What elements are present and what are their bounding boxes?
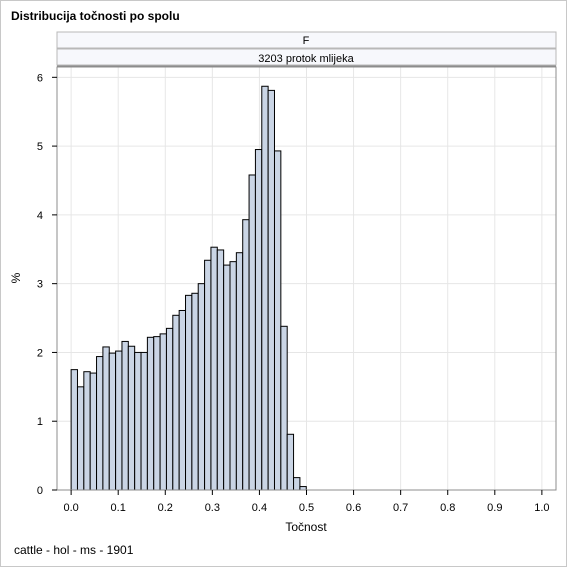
- histogram-bar: [102, 346, 110, 491]
- histogram-bar: [216, 249, 225, 491]
- histogram-bar: [127, 345, 136, 491]
- y-tick-label: 4: [37, 210, 43, 222]
- panel-header-trait-label: 3203 protok mlijeka: [258, 53, 354, 65]
- histogram-bar: [178, 309, 187, 491]
- histogram-bar: [204, 259, 212, 491]
- histogram-bar: [83, 371, 91, 491]
- y-axis: 0 1 2 3 4 5 6: [37, 72, 57, 497]
- histogram-bars: [70, 85, 307, 491]
- y-tick-label: 2: [37, 347, 43, 359]
- x-tick-label: 0.9: [487, 502, 502, 514]
- panel-header-f-label: F: [303, 35, 310, 47]
- histogram-bar: [89, 372, 98, 491]
- histogram-bar: [96, 356, 104, 491]
- y-tick-label: 0: [37, 485, 43, 497]
- histogram-bar: [248, 174, 256, 491]
- histogram-bar: [267, 89, 275, 491]
- histogram-bar: [286, 433, 295, 491]
- histogram-bar: [293, 477, 301, 491]
- histogram-bar: [185, 294, 193, 491]
- y-tick-label: 6: [37, 72, 43, 84]
- x-tick-label: 0.1: [111, 502, 126, 514]
- histogram-bar: [172, 314, 180, 491]
- histogram-bar: [242, 219, 250, 491]
- panel-header-f: [56, 31, 557, 49]
- histogram-bar: [108, 352, 117, 491]
- x-axis-label: Točnost: [285, 520, 327, 534]
- histogram-bar: [210, 246, 218, 491]
- x-tick-label: 0.5: [299, 502, 314, 514]
- histogram-bar: [134, 351, 142, 491]
- x-tick-label: 1.0: [534, 502, 549, 514]
- x-tick-label: 0.0: [63, 502, 78, 514]
- y-tick-label: 3: [37, 279, 43, 291]
- histogram-bar: [140, 351, 148, 491]
- histogram-bar: [191, 292, 199, 491]
- histogram-bar: [254, 149, 263, 491]
- panel-header-trait: [56, 48, 557, 66]
- histogram-bar: [235, 252, 244, 491]
- x-tick-label: 0.4: [252, 502, 267, 514]
- y-tick-label: 5: [37, 141, 43, 153]
- histogram-bar: [159, 333, 167, 491]
- histogram-bar: [229, 261, 237, 491]
- histogram-bar: [273, 150, 282, 491]
- y-tick-label: 1: [37, 416, 43, 428]
- histogram-bar: [299, 486, 307, 491]
- histogram-bar: [165, 327, 174, 491]
- histogram-bar: [197, 283, 206, 491]
- histogram-bar: [153, 336, 161, 491]
- histogram-bar: [115, 350, 123, 491]
- x-tick-label: 0.8: [440, 502, 455, 514]
- histogram-bar: [146, 336, 155, 491]
- x-axis: 0.0 0.1 0.2 0.3 0.4 0.5 0.6 0.7 0.8 0.9 1.0: [63, 490, 550, 514]
- histogram-bar: [76, 386, 85, 491]
- x-tick-label: 0.7: [393, 502, 408, 514]
- x-tick-label: 0.2: [158, 502, 173, 514]
- chart-title: Distribucija točnosti po spolu: [11, 9, 180, 23]
- histogram-bar: [121, 340, 129, 491]
- y-axis-label: %: [9, 272, 23, 283]
- histogram-bar: [280, 325, 288, 491]
- x-tick-label: 0.6: [346, 502, 361, 514]
- footnote: cattle - hol - ms - 1901: [14, 543, 134, 557]
- histogram-bar: [261, 85, 269, 491]
- x-tick-label: 0.3: [205, 502, 220, 514]
- histogram-bar: [70, 369, 78, 491]
- histogram-bar: [223, 264, 231, 491]
